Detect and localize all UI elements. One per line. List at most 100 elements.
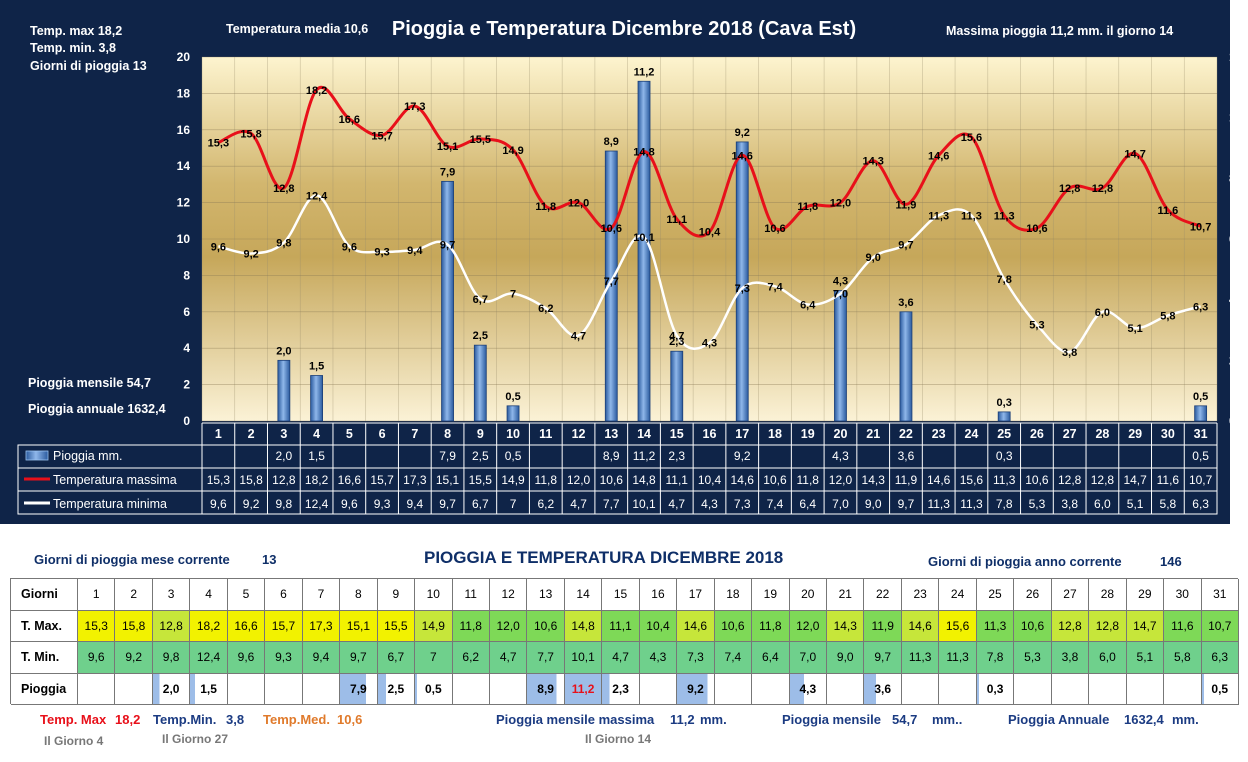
row-label: Pioggia bbox=[11, 673, 78, 705]
table-tmin-value: 6,2 bbox=[537, 497, 554, 511]
day-label: 22 bbox=[899, 427, 913, 441]
table-day: 27 bbox=[1051, 579, 1090, 611]
table-tmax-value: 11,8 bbox=[796, 473, 819, 487]
tmin-data-label: 3,8 bbox=[1062, 347, 1077, 359]
tmin-data-label: 7,3 bbox=[735, 283, 750, 295]
footer-max-rain-label: Pioggia mensile massima bbox=[496, 712, 655, 727]
rain-days-summary: Giorni di pioggia 13 bbox=[30, 59, 147, 73]
table-tmax-cell: 14,3 bbox=[827, 610, 865, 642]
footer-temp-max-label: Temp. Max bbox=[40, 712, 107, 727]
tmin-data-label: 9,8 bbox=[276, 238, 291, 250]
table-tmax-cell: 15,3 bbox=[78, 610, 116, 642]
tmin-data-label: 9,6 bbox=[342, 241, 357, 253]
tmin-data-label: 9,6 bbox=[211, 241, 226, 253]
tmax-data-label: 10,6 bbox=[1026, 223, 1047, 235]
table-day: 14 bbox=[564, 579, 603, 611]
table-tmin-cell: 7,8 bbox=[976, 642, 1015, 674]
day-label: 28 bbox=[1095, 427, 1109, 441]
tmin-data-label: 5,3 bbox=[1029, 320, 1044, 332]
table-tmax-value: 14,6 bbox=[731, 473, 755, 487]
table-rain-cell: 0,3 bbox=[976, 673, 1015, 705]
table-day: 17 bbox=[677, 579, 715, 611]
table-rain-value: 4,3 bbox=[832, 449, 849, 463]
table-day: 29 bbox=[1126, 579, 1165, 611]
rain-bar bbox=[506, 405, 520, 422]
table-tmin-cell: 6,7 bbox=[377, 642, 416, 674]
tmin-data-label: 12,4 bbox=[306, 190, 328, 202]
tmin-data-label: 11,3 bbox=[961, 210, 982, 222]
tmax-data-label: 14,8 bbox=[633, 147, 654, 159]
tmin-data-label: 6,2 bbox=[538, 303, 553, 315]
table-tmax-cell: 11,6 bbox=[1164, 610, 1202, 642]
rain-days-month-label: Giorni di pioggia mese corrente bbox=[34, 552, 230, 567]
rain-data-label: 3,6 bbox=[898, 297, 913, 309]
table-tmin-value: 4,3 bbox=[701, 497, 718, 511]
table-tmax-cell: 14,6 bbox=[677, 610, 715, 642]
day-label: 5 bbox=[346, 427, 353, 441]
day-label: 2 bbox=[248, 427, 255, 441]
left-axis-tick: 8 bbox=[183, 268, 190, 282]
rain-data-label: 2,3 bbox=[669, 336, 684, 348]
table-tmin-value: 9,6 bbox=[210, 497, 227, 511]
table-tmin-value: 6,7 bbox=[472, 497, 489, 511]
day-label: 29 bbox=[1128, 427, 1142, 441]
table-tmax-cell: 17,3 bbox=[302, 610, 341, 642]
table-rain-cell: 7,9 bbox=[340, 673, 378, 705]
tmin-data-label: 6,4 bbox=[800, 300, 816, 312]
table-tmax-value: 15,1 bbox=[436, 473, 460, 487]
right-axis-tick: 10 bbox=[1229, 111, 1243, 125]
table-tmin-cell: 4,3 bbox=[639, 642, 678, 674]
table-tmin-cell: 6,0 bbox=[1089, 642, 1127, 674]
tmin-data-label: 5,1 bbox=[1127, 323, 1142, 335]
tmin-data-label: 9,4 bbox=[407, 245, 423, 257]
tmin-data-label: 10,1 bbox=[633, 232, 654, 244]
rain-data-label: 8,9 bbox=[604, 136, 619, 148]
table-rain-cell: 0,5 bbox=[1201, 673, 1239, 705]
tmax-data-label: 18,2 bbox=[306, 85, 327, 97]
table-tmax-cell: 11,3 bbox=[976, 610, 1015, 642]
tmin-data-label: 4,3 bbox=[702, 338, 717, 350]
tmax-data-label: 14,3 bbox=[862, 156, 883, 168]
table-day: 24 bbox=[939, 579, 977, 611]
table-rain-cell bbox=[827, 673, 865, 705]
table-tmin-value: 9,6 bbox=[341, 497, 358, 511]
table-tmax-value: 10,7 bbox=[1189, 473, 1213, 487]
table-tmin-cell: 9,7 bbox=[340, 642, 378, 674]
data-table: Giorni T. Max. T. Min. Pioggia 1 15,3 9,6 2 15,8… bbox=[10, 578, 1239, 705]
right-axis-tick: 8 bbox=[1229, 171, 1236, 185]
table-tmin-cell: 6,2 bbox=[452, 642, 490, 674]
table-tmin-value: 11,3 bbox=[960, 497, 983, 511]
table-tmax-cell: 15,6 bbox=[939, 610, 977, 642]
left-axis-tick: 0 bbox=[183, 414, 190, 428]
table-title: PIOGGIA E TEMPERATURA DICEMBRE 2018 bbox=[424, 548, 784, 567]
rain-bar bbox=[834, 290, 847, 422]
day-label: 27 bbox=[1063, 427, 1077, 441]
table-tmin-value: 7,3 bbox=[734, 497, 751, 511]
table-rain-value: 2,5 bbox=[472, 449, 489, 463]
table-rain-value: 9,2 bbox=[734, 449, 751, 463]
table-tmax-value: 15,6 bbox=[960, 473, 984, 487]
footer-temp-min-label: Temp.Min. bbox=[153, 712, 217, 727]
table-tmin-cell: 9,6 bbox=[227, 642, 266, 674]
rain-days-year-label: Giorni di pioggia anno corrente bbox=[928, 554, 1122, 569]
table-tmax-cell: 11,8 bbox=[752, 610, 790, 642]
tmin-data-label: 7,4 bbox=[767, 281, 783, 293]
table-tmax-value: 11,1 bbox=[666, 473, 689, 487]
day-label: 1 bbox=[215, 427, 222, 441]
table-tmin-value: 7,8 bbox=[996, 497, 1013, 511]
table-day: 23 bbox=[901, 579, 940, 611]
tmax-data-label: 10,6 bbox=[764, 223, 785, 235]
table-rain-cell: 9,2 bbox=[677, 673, 715, 705]
table-tmin-value: 5,8 bbox=[1160, 497, 1177, 511]
day-label: 3 bbox=[280, 427, 287, 441]
rain-bar bbox=[670, 350, 684, 422]
tmax-data-label: 11,9 bbox=[896, 199, 917, 211]
table-day: 18 bbox=[714, 579, 753, 611]
table-rain-value: 2,3 bbox=[668, 449, 685, 463]
rain-data-label: 11,2 bbox=[634, 66, 655, 78]
table-rain-cell: 4,3 bbox=[789, 673, 828, 705]
table-tmin-cell: 3,8 bbox=[1051, 642, 1090, 674]
table-tmin-value: 6,3 bbox=[1192, 497, 1209, 511]
table-rain-cell bbox=[901, 673, 940, 705]
footer-temp-med-value: 10,6 bbox=[337, 712, 363, 727]
